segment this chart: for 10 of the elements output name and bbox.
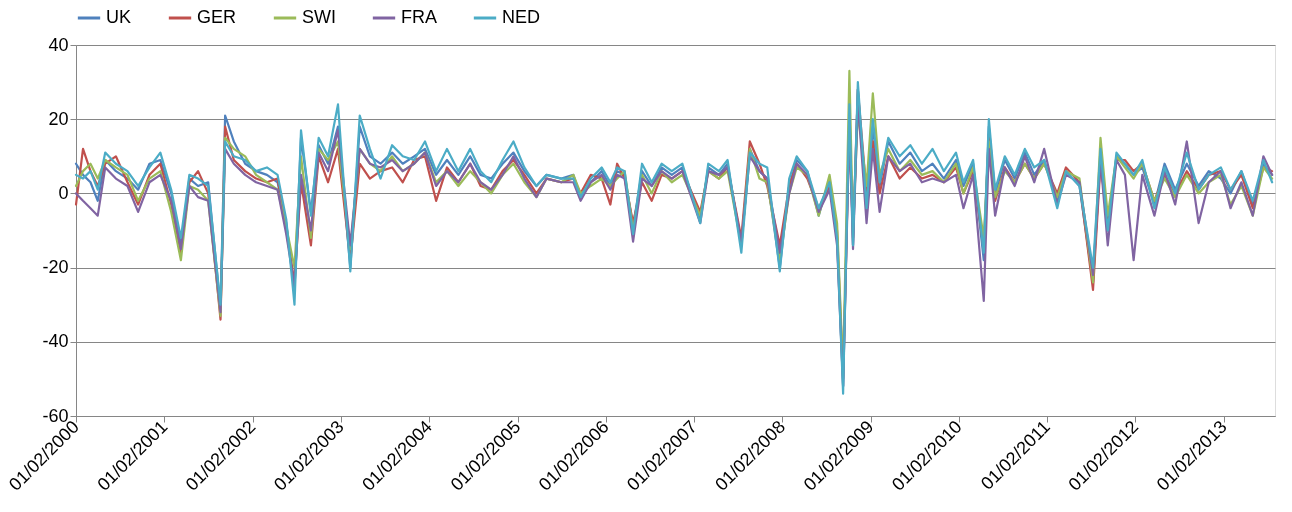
y-tick-label: -40 bbox=[42, 331, 69, 352]
legend-label: FRA bbox=[401, 7, 437, 27]
y-tick-label: 0 bbox=[58, 182, 69, 203]
legend-label: SWI bbox=[302, 7, 336, 27]
y-tick-label: -20 bbox=[42, 257, 69, 278]
legend-label: UK bbox=[106, 7, 132, 27]
y-tick-label: 40 bbox=[48, 34, 69, 55]
y-tick-label: 20 bbox=[48, 108, 69, 129]
legend-label: GER bbox=[197, 7, 237, 27]
legend-label: NED bbox=[502, 7, 541, 27]
